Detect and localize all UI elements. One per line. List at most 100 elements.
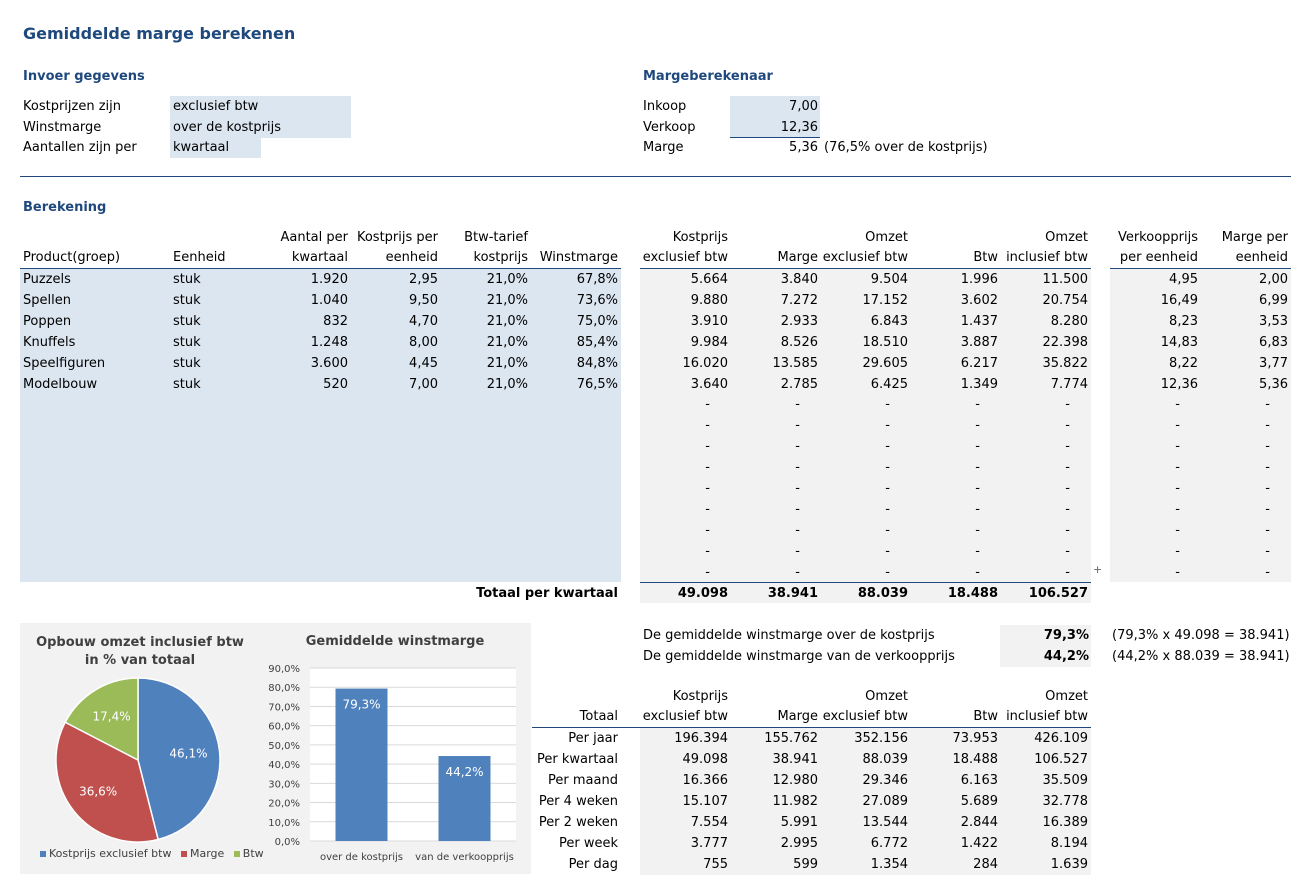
cell-kostprijs[interactable]: 8,00 [409, 334, 438, 350]
cell-kostprijs[interactable]: 7,00 [409, 376, 438, 392]
cell-product[interactable]: Spellen [23, 292, 71, 308]
kostprijzen-select[interactable]: exclusief btw [170, 96, 351, 117]
cell-kostprijs[interactable]: 4,45 [409, 355, 438, 371]
cell-aantal[interactable]: 1.040 [310, 292, 348, 308]
totaal-value: 1.422 [960, 836, 998, 851]
cell-kostprijs[interactable]: 2,95 [409, 272, 438, 287]
col-header: Marge [777, 709, 818, 724]
col-header: exclusief btw [642, 250, 728, 265]
totaal-value: 73.953 [952, 731, 999, 746]
period-label: Per kwartaal [537, 752, 618, 767]
cell-omzet-excl: - [885, 522, 890, 538]
cell-omzet-incl: - [1065, 564, 1070, 580]
cell-aantal[interactable]: 3.600 [310, 355, 348, 371]
period-label: Per 2 weken [538, 815, 618, 830]
totaal-value: 18.488 [952, 752, 999, 767]
cell-eenheid[interactable]: stuk [173, 376, 201, 392]
winstmarge-select[interactable]: over de kostprijs [170, 117, 351, 138]
input-area [20, 269, 621, 582]
cell-eenheid[interactable]: stuk [173, 334, 201, 350]
expand-icon[interactable]: + [1093, 563, 1103, 576]
cell-btw-tarief[interactable]: 21,0% [486, 334, 528, 350]
bar-title: Gemiddelde winstmarge [305, 634, 485, 649]
totaal-value: 88.039 [862, 752, 909, 767]
cell-kostprijs-excl: - [705, 543, 710, 559]
cell-aantal[interactable]: 832 [323, 313, 348, 329]
total-label: Totaal per kwartaal [476, 586, 618, 601]
cell-btw-tarief[interactable]: 21,0% [486, 376, 528, 392]
y-tick-label: 70,0% [268, 702, 300, 713]
period-label: Per maand [548, 773, 618, 788]
col-header: Aantal per [280, 230, 348, 245]
cell-marge-per-eenheid: 2,00 [1259, 272, 1288, 287]
col-header: Omzet [865, 230, 908, 245]
cell-btw-tarief[interactable]: 21,0% [486, 313, 528, 329]
cell-btw: - [975, 543, 980, 559]
cell-product[interactable]: Knuffels [23, 334, 76, 350]
col-header: Omzet [1045, 230, 1088, 245]
verkoop-input[interactable]: 12,36 [730, 117, 820, 138]
cell-winstmarge: 85,4% [576, 334, 618, 350]
cell-btw: - [975, 501, 980, 517]
cell-aantal[interactable]: 1.920 [310, 272, 348, 287]
cell-aantal[interactable]: 1.248 [310, 334, 348, 350]
cell-btw: - [975, 439, 980, 455]
cell-btw-tarief[interactable]: 21,0% [486, 272, 528, 287]
y-tick-label: 40,0% [268, 760, 300, 771]
cell-product[interactable]: Puzzels [23, 272, 71, 287]
col-header: kostprijs [473, 250, 528, 265]
totaal-value: 1.639 [1050, 857, 1088, 872]
cell-verkoopprijs: 8,23 [1169, 313, 1198, 329]
cell-eenheid[interactable]: stuk [173, 355, 201, 371]
cell-kostprijs-excl: - [705, 460, 710, 476]
cell-btw: 3.602 [960, 292, 998, 308]
cell-winstmarge: 76,5% [576, 376, 618, 392]
legend-item: Marge [180, 847, 224, 860]
page-title: Gemiddelde marge berekenen [23, 24, 296, 43]
aantallen-select[interactable]: kwartaal [170, 137, 261, 158]
cell-marge: - [795, 481, 800, 496]
cell-btw: 3.887 [960, 334, 998, 350]
col-header: Kostprijs [672, 230, 728, 245]
cell-winstmarge: 84,8% [576, 355, 618, 371]
cell-winstmarge: 67,8% [576, 272, 618, 287]
cell-marge: - [795, 397, 800, 413]
cell-omzet-excl: 6.843 [870, 313, 908, 329]
cell-aantal[interactable]: 520 [323, 376, 348, 392]
totaal-value: 3.777 [690, 836, 728, 851]
cell-btw-tarief[interactable]: 21,0% [486, 355, 528, 371]
cell-product[interactable]: Modelbouw [23, 376, 98, 392]
cell-marge: 2.933 [780, 313, 818, 329]
gemiddeld-note: (79,3% x 49.098 = 38.941) [1112, 628, 1290, 643]
cell-verkoopprijs: 8,22 [1169, 355, 1198, 371]
total-marge: 38.941 [767, 586, 818, 601]
pie-slice-kostprijs [137, 677, 221, 841]
gemiddeld-note: (44,2% x 88.039 = 38.941) [1112, 649, 1290, 664]
cell-eenheid[interactable]: stuk [173, 292, 201, 308]
cell-kostprijs-excl: - [705, 501, 710, 517]
pie-data-label: 17,4% [93, 710, 131, 724]
invoer-label: Aantallen zijn per [23, 140, 137, 155]
cell-eenheid[interactable]: stuk [173, 272, 201, 287]
cell-kostprijs[interactable]: 9,50 [409, 292, 438, 308]
cell-marge-per-eenheid: - [1265, 418, 1270, 434]
bar-data-label: 79,3% [342, 698, 380, 712]
cell-btw-tarief[interactable]: 21,0% [486, 292, 528, 308]
pie-slice-marge [55, 721, 160, 843]
cell-marge: 2.785 [780, 376, 818, 392]
cell-marge-per-eenheid: - [1265, 522, 1270, 538]
totaal-value: 755 [703, 857, 728, 872]
cell-kostprijs-excl: - [705, 481, 710, 496]
cell-kostprijs-excl: - [705, 439, 710, 455]
cell-marge: 3.840 [780, 272, 818, 287]
inkoop-input[interactable]: 7,00 [730, 96, 820, 117]
cell-product[interactable]: Speelfiguren [23, 355, 106, 371]
period-label: Per 4 weken [538, 794, 618, 809]
col-header: exclusief btw [642, 709, 728, 724]
cell-eenheid[interactable]: stuk [173, 313, 201, 329]
cell-verkoopprijs: - [1175, 418, 1180, 434]
cell-omzet-incl: - [1065, 418, 1070, 434]
cell-verkoopprijs: - [1175, 397, 1180, 413]
cell-kostprijs[interactable]: 4,70 [409, 313, 438, 329]
cell-product[interactable]: Poppen [23, 313, 72, 329]
